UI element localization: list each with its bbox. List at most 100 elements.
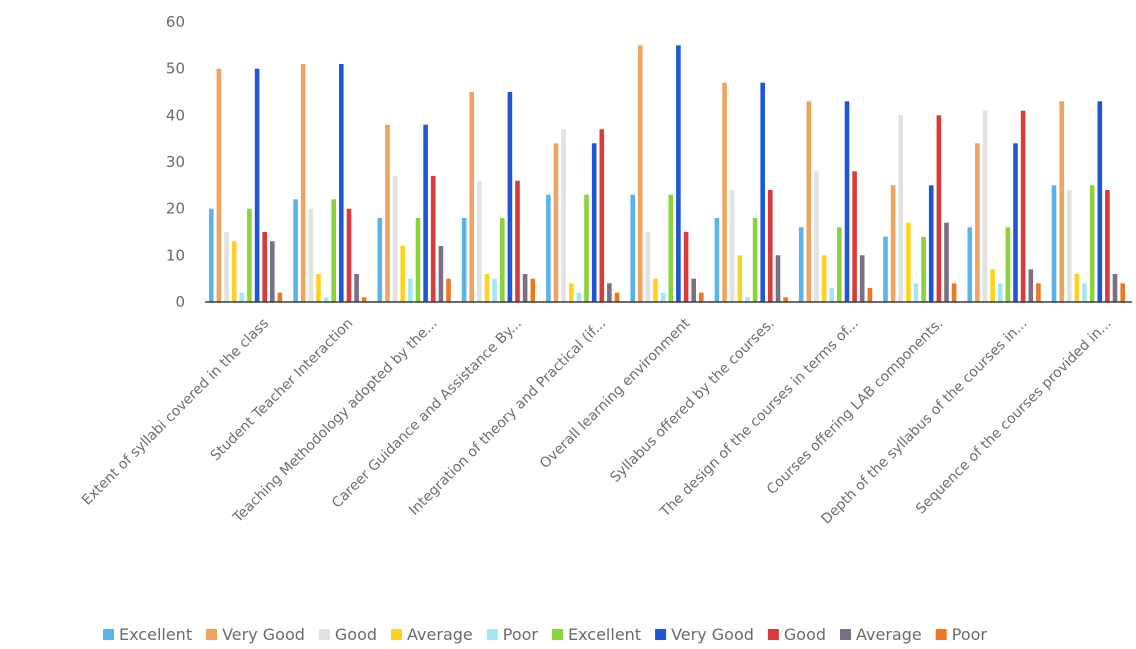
legend-item: Poor bbox=[486, 625, 538, 644]
bar bbox=[1097, 101, 1103, 302]
bar bbox=[752, 218, 758, 302]
bar bbox=[584, 194, 589, 302]
category-label: Syllabus offered by the courses. bbox=[607, 316, 777, 486]
bar bbox=[821, 255, 827, 302]
category-label: Career Guidance and Assistance By... bbox=[329, 316, 525, 512]
bar bbox=[1051, 185, 1057, 302]
legend-label: Average bbox=[856, 625, 922, 644]
bar bbox=[944, 222, 949, 302]
legend-swatch bbox=[935, 629, 947, 640]
bar bbox=[668, 194, 674, 302]
legend-label: Excellent bbox=[119, 625, 192, 644]
legend-label: Average bbox=[407, 625, 473, 644]
bar bbox=[691, 278, 696, 302]
bar bbox=[676, 45, 681, 303]
bar bbox=[346, 208, 352, 302]
bar-group bbox=[798, 101, 873, 302]
legend-label: Excellent bbox=[568, 625, 641, 644]
bar-group bbox=[630, 45, 704, 303]
bar bbox=[1082, 283, 1087, 302]
bar bbox=[339, 64, 344, 302]
legend-item: Very Good bbox=[655, 625, 754, 644]
bar bbox=[354, 274, 359, 302]
legend: Excellent Very Good Good Average Poor Excelle… bbox=[103, 625, 987, 644]
bar bbox=[477, 180, 482, 302]
bar bbox=[1067, 190, 1072, 302]
bar bbox=[990, 269, 995, 302]
bar bbox=[408, 278, 413, 302]
bar bbox=[806, 101, 812, 302]
bar bbox=[967, 227, 973, 302]
bar bbox=[300, 64, 306, 302]
bar bbox=[951, 283, 957, 302]
legend-swatch bbox=[391, 629, 403, 640]
category-label: Integration of theory and Practical (if.… bbox=[406, 316, 609, 519]
bar bbox=[530, 278, 536, 302]
bar bbox=[699, 292, 704, 302]
legend-swatch bbox=[206, 629, 218, 640]
bar bbox=[614, 292, 620, 302]
bar bbox=[239, 292, 245, 302]
legend-swatch bbox=[655, 629, 667, 640]
y-tick-label: 20 bbox=[166, 200, 185, 218]
bar bbox=[1020, 110, 1026, 302]
bar bbox=[1120, 283, 1125, 302]
bar bbox=[1013, 143, 1018, 302]
y-tick-label: 10 bbox=[166, 246, 185, 264]
bar bbox=[423, 124, 428, 302]
legend-swatch bbox=[103, 629, 114, 640]
bar bbox=[553, 143, 559, 302]
legend-swatch bbox=[767, 629, 779, 640]
bar bbox=[729, 190, 735, 302]
bar bbox=[293, 199, 298, 302]
legend-item: Excellent bbox=[103, 625, 192, 644]
bar bbox=[209, 208, 214, 302]
category-label: Sequence of the courses provided in... bbox=[913, 316, 1115, 518]
legend-swatch bbox=[551, 629, 563, 640]
bar bbox=[737, 255, 743, 302]
bar-group bbox=[1051, 101, 1125, 302]
y-tick-label: 0 bbox=[175, 293, 185, 311]
bar bbox=[1074, 274, 1080, 302]
bar bbox=[837, 227, 842, 302]
bar bbox=[859, 255, 865, 302]
bar bbox=[262, 232, 267, 302]
legend-swatch bbox=[840, 629, 852, 640]
bar-group bbox=[461, 92, 536, 302]
bar bbox=[783, 297, 788, 302]
bar bbox=[1059, 101, 1064, 302]
y-tick-label: 60 bbox=[166, 13, 185, 31]
bar-group bbox=[714, 82, 788, 302]
bar bbox=[1089, 185, 1095, 302]
bar bbox=[446, 278, 451, 302]
legend-swatch bbox=[318, 629, 330, 640]
bar-group bbox=[546, 129, 620, 302]
bar bbox=[921, 236, 926, 302]
category-labels: Extent of syllabi covered in the classSt… bbox=[79, 315, 1115, 527]
bar bbox=[936, 115, 942, 302]
bar bbox=[331, 199, 336, 302]
bar bbox=[906, 222, 911, 302]
bar bbox=[768, 190, 773, 302]
legend-item: Poor bbox=[935, 625, 987, 644]
bar bbox=[852, 171, 857, 302]
bar-group bbox=[377, 124, 451, 302]
bar bbox=[814, 171, 819, 302]
bar bbox=[638, 45, 643, 303]
bar bbox=[522, 274, 528, 302]
legend-item: Average bbox=[840, 625, 922, 644]
legend-label: Good bbox=[335, 625, 377, 644]
bar bbox=[484, 274, 490, 302]
bar bbox=[561, 129, 566, 302]
bar bbox=[277, 292, 283, 302]
category-label: Student Teacher Interaction bbox=[208, 316, 357, 465]
bar bbox=[844, 101, 850, 302]
bar bbox=[1036, 283, 1041, 302]
bar bbox=[760, 82, 765, 302]
bar-groups bbox=[209, 45, 1125, 303]
bar bbox=[913, 283, 919, 302]
bar bbox=[653, 278, 658, 302]
bar bbox=[569, 283, 574, 302]
y-axis-ticks: 0 10 20 30 40 50 60 bbox=[166, 13, 185, 311]
